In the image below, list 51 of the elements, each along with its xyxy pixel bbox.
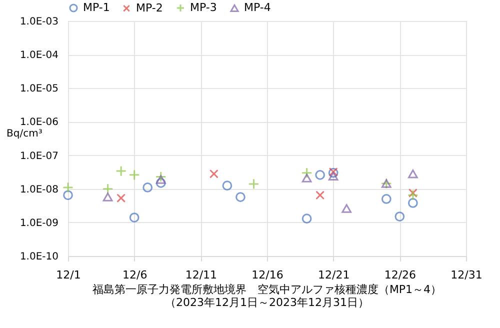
point xyxy=(156,175,166,184)
legend-label: MP-1 xyxy=(83,0,110,14)
point xyxy=(156,178,166,188)
point xyxy=(302,214,312,224)
point xyxy=(408,188,418,198)
point xyxy=(316,191,324,200)
point xyxy=(408,190,418,200)
y-tick-label: 1.0E-08 xyxy=(20,184,58,196)
point xyxy=(116,166,126,176)
x-tick-label: 12/31 xyxy=(450,268,482,282)
legend-label: MP-3 xyxy=(190,0,217,14)
y-tick-label: 1.0E-10 xyxy=(20,252,58,262)
text: 福島第一原子力発電所敷地境界 空気中アルファ核種濃度（MP1～4） xyxy=(92,283,442,296)
point xyxy=(142,182,153,192)
y-tick-label: 1.0E-04 xyxy=(20,50,58,62)
y-tick-label: 1.0E-06 xyxy=(20,117,58,128)
point xyxy=(236,192,246,202)
legend-label: MP-2 xyxy=(136,1,163,14)
point xyxy=(63,190,73,200)
point xyxy=(394,212,405,222)
x-tick-label: 12/11 xyxy=(185,268,218,282)
point xyxy=(302,168,312,178)
point xyxy=(129,170,140,180)
y-tick-label: 1.0E-09 xyxy=(20,218,58,229)
point xyxy=(315,170,325,180)
x-tick-label: 12/21 xyxy=(318,268,350,282)
point xyxy=(129,212,140,222)
point xyxy=(222,180,232,191)
point xyxy=(102,192,113,202)
point xyxy=(381,194,392,204)
y-tick-label: 1.0E-03 xyxy=(20,16,58,28)
point xyxy=(328,172,338,180)
point xyxy=(342,204,352,213)
y-tick-label: 1.0E-05 xyxy=(20,84,58,95)
point xyxy=(248,179,259,189)
legend-label: MP-4 xyxy=(244,1,271,14)
x-tick-label: 12/16 xyxy=(252,268,284,282)
x-tick-label: 12/1 xyxy=(56,268,81,282)
point xyxy=(408,198,418,208)
point xyxy=(156,172,166,182)
point xyxy=(210,170,218,178)
point xyxy=(102,184,113,194)
point xyxy=(302,174,312,182)
point xyxy=(408,169,418,178)
y-axis-title: Bq/cm³ xyxy=(6,128,42,140)
point xyxy=(63,182,73,192)
text: （2023年12月1日～2023年12月31日） xyxy=(165,296,369,309)
y-tick-label: 1.0E-07 xyxy=(20,150,58,162)
x-tick-label: 12/26 xyxy=(384,268,416,282)
x-tick-label: 12/6 xyxy=(122,268,148,282)
point xyxy=(116,194,126,202)
